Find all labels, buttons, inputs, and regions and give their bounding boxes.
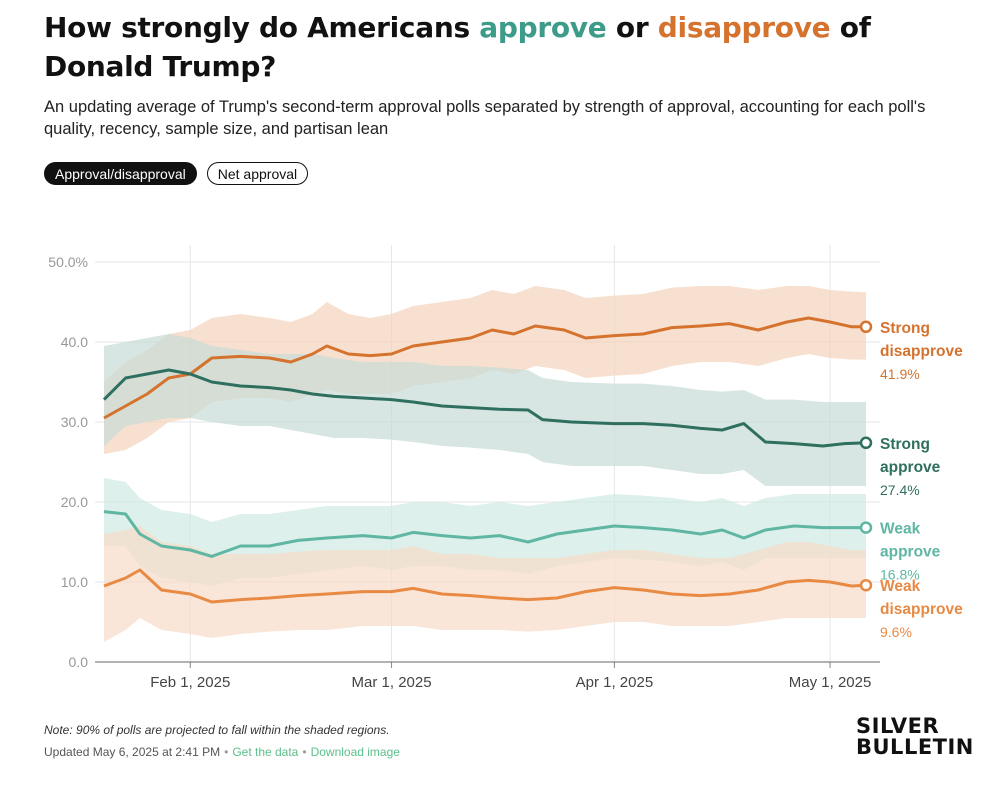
updated-line: Updated May 6, 2025 at 2:41 PM • Get the d… <box>44 745 400 759</box>
confidence-bands <box>104 286 866 642</box>
footnote: Note: 90% of polls are projected to fall… <box>44 723 390 737</box>
series-lines <box>102 316 873 604</box>
y-tick-label: 40.0 <box>61 334 88 350</box>
series-label: Weak disapprove 9.6% <box>880 578 963 640</box>
silver-bulletin-logo: SILVER BULLETIN <box>856 716 974 758</box>
series-label: Strong disapprove 41.9% <box>880 320 963 382</box>
series-value-label: 9.6% <box>880 624 912 640</box>
series-line <box>103 568 867 604</box>
logo-line: SILVER <box>856 714 940 738</box>
y-tick-label: 10.0 <box>61 574 88 590</box>
series-endpoint <box>859 320 873 334</box>
series-label-text: Strong <box>880 436 930 453</box>
series-endpoint <box>859 436 873 450</box>
series-endpoint <box>859 521 873 534</box>
series-label-text: disapprove <box>880 601 963 618</box>
series-label-text: disapprove <box>880 343 963 360</box>
approval-chart: Strong disapprove 41.9% Strong approve 27.4% W… <box>48 245 963 691</box>
series-line <box>103 510 866 558</box>
series-label-text: Strong <box>880 320 930 337</box>
x-tick-label: Apr 1, 2025 <box>576 674 654 691</box>
get-data-link[interactable]: Get the data <box>232 745 299 759</box>
view-toggle-group: Approval/disapproval Net approval <box>44 162 309 185</box>
series-line <box>103 316 866 420</box>
y-tick-label: 30.0 <box>61 414 88 430</box>
download-image-link[interactable]: Download image <box>310 745 400 759</box>
y-tick-label: 0.0 <box>69 654 89 670</box>
separator-dot: • <box>302 745 307 759</box>
series-label: Weak approve 16.8% <box>880 521 941 583</box>
series-value-label: 16.8% <box>880 567 920 583</box>
title-text: of Donald Trump? <box>44 11 871 83</box>
series-label: Strong approve 27.4% <box>880 436 941 498</box>
title-approve-word: approve <box>479 11 607 44</box>
toggle-net-approval[interactable]: Net approval <box>206 162 309 185</box>
page-title: How strongly do Americans approve or dis… <box>44 8 984 86</box>
series-label-text: Weak <box>880 578 921 595</box>
x-tick-label: Feb 1, 2025 <box>150 674 230 691</box>
axes: 0.0 10.0 20.0 30.0 40.0 50.0% Feb 1, 2025 Mar 1… <box>48 254 880 691</box>
toggle-approval-disapproval[interactable]: Approval/disapproval <box>44 162 197 185</box>
series-value-label: 41.9% <box>880 366 920 382</box>
title-text: How strongly do Americans <box>44 11 480 44</box>
y-tick-label: 20.0 <box>61 494 88 510</box>
confidence-band <box>104 334 866 486</box>
x-tick-label: May 1, 2025 <box>789 674 872 691</box>
series-line <box>102 368 867 448</box>
separator-dot: • <box>224 745 229 759</box>
logo-line: BULLETIN <box>856 735 974 759</box>
series-endpoint <box>859 578 873 592</box>
title-text: or <box>606 11 658 44</box>
updated-timestamp: Updated May 6, 2025 at 2:41 PM <box>44 745 221 759</box>
series-label-text: approve <box>880 459 941 476</box>
series-label-text: approve <box>880 544 941 561</box>
series-labels: Strong disapprove 41.9% Strong approve 27.4% W… <box>880 320 963 640</box>
title-disapprove-word: disapprove <box>657 11 831 44</box>
confidence-band <box>104 526 866 642</box>
x-tick-label: Mar 1, 2025 <box>352 674 432 691</box>
series-value-label: 27.4% <box>880 482 920 498</box>
series-label-text: Weak <box>880 521 921 538</box>
y-tick-label: 50.0% <box>48 254 88 270</box>
subtitle: An updating average of Trump's second-te… <box>44 98 926 138</box>
